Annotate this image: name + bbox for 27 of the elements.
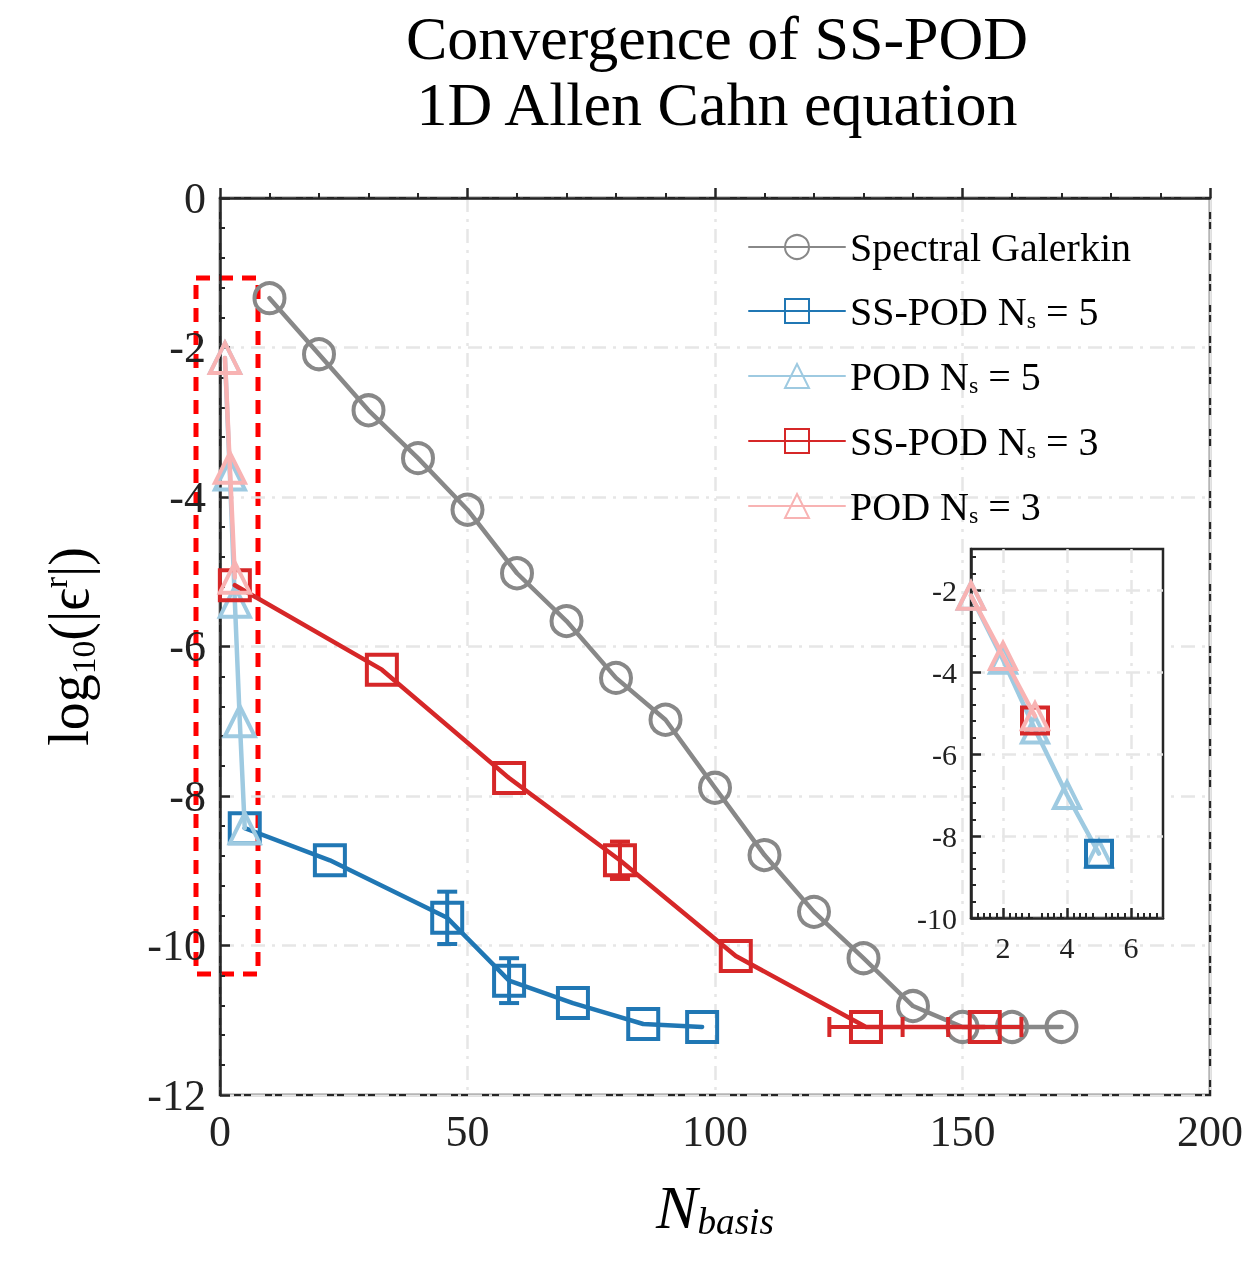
y-tick-label: -8	[932, 819, 957, 853]
y-tick-label: -8	[169, 771, 206, 821]
y-tick-label: -2	[169, 323, 206, 372]
y-tick-label: -2	[932, 573, 957, 607]
y-axis-title: log10(|ϵr|)	[36, 547, 102, 746]
x-axis-title: Nbasis	[655, 1173, 774, 1242]
y-tick-label: -10	[917, 901, 957, 935]
y-tick-label: -4	[169, 472, 206, 522]
y-tick-label: -6	[932, 737, 957, 771]
y-tick-label: -6	[169, 622, 206, 671]
x-tick-label: 6	[1123, 930, 1139, 964]
x-tick-label: 4	[1059, 930, 1075, 964]
x-tick-label: 2	[995, 930, 1011, 964]
y-tick-label: -12	[147, 1070, 206, 1120]
y-tick-label: 0	[184, 173, 206, 223]
y-tick-label: -10	[147, 921, 206, 970]
chart-title: Convergence of SS-POD 1D Allen Cahn equation	[405, 4, 1029, 138]
x-tick-label: 50	[445, 1106, 490, 1156]
y-tick-label: -4	[932, 655, 957, 689]
legend-label: SS-POD Ns = 5	[850, 288, 1099, 334]
legend-label: POD Ns = 5	[850, 353, 1041, 399]
x-tick-label: 150	[929, 1106, 996, 1156]
legend-label: Spectral Galerkin	[850, 224, 1131, 270]
legend-label: POD Ns = 3	[850, 483, 1041, 529]
legend-label: SS-POD Ns = 3	[850, 418, 1099, 464]
x-tick-label: 200	[1177, 1106, 1243, 1156]
x-tick-label: 100	[682, 1106, 748, 1156]
